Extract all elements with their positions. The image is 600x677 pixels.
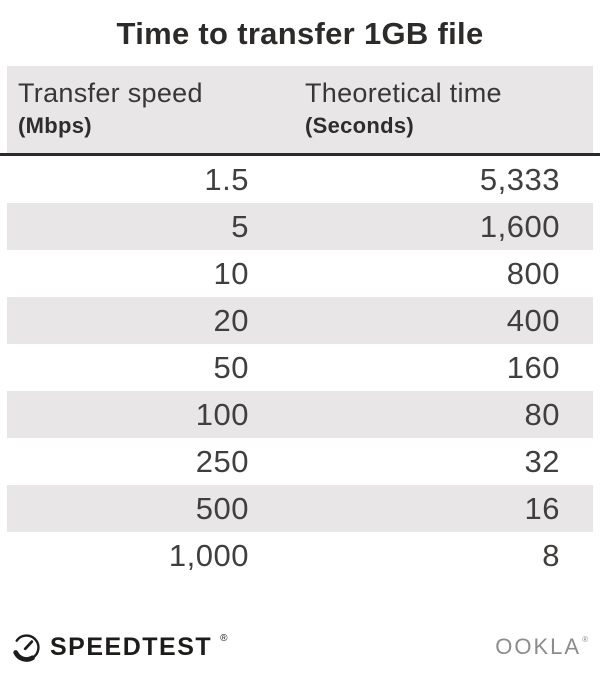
table-row: 1,000 8 [7, 532, 593, 579]
header-divider [0, 153, 600, 156]
time-cell: 400 [506, 302, 560, 338]
page-title: Time to transfer 1GB file [116, 16, 484, 51]
time-cell: 8 [542, 537, 560, 573]
table-row: 250 32 [7, 438, 593, 485]
speed-cell: 250 [195, 443, 249, 479]
table-row: 5 1,600 [7, 203, 593, 250]
table-row: 100 80 [7, 391, 593, 438]
time-cell: 32 [524, 443, 560, 479]
table-row: 20 400 [7, 297, 593, 344]
speed-cell: 500 [195, 490, 249, 526]
speed-cell: 1,000 [168, 537, 249, 573]
time-cell: 160 [506, 349, 560, 385]
speed-cell: 10 [213, 255, 249, 291]
speed-cell: 50 [213, 349, 249, 385]
speed-cell: 1.5 [204, 161, 249, 197]
time-cell: 16 [524, 490, 560, 526]
column-header-transfer-speed: Transfer speed (Mbps) [7, 66, 257, 153]
footer: SPEEDTEST ® OOKLA ® [10, 629, 588, 665]
speed-cell: 5 [231, 208, 249, 244]
time-cell: 1,600 [479, 208, 560, 244]
ookla-wordmark: OOKLA [495, 634, 582, 659]
table-header-row: Transfer speed (Mbps) Theoretical time (… [7, 66, 593, 153]
table-row: 50 160 [7, 344, 593, 391]
table-body: 1.5 5,333 5 1,600 10 800 20 400 50 160 1… [0, 156, 600, 579]
time-cell: 80 [524, 396, 560, 432]
time-cell: 800 [506, 255, 560, 291]
time-cell: 5,333 [479, 161, 560, 197]
ookla-logo: OOKLA ® [495, 634, 588, 660]
speedometer-icon [13, 633, 40, 662]
speedtest-wordmark: SPEEDTEST [50, 632, 213, 661]
table-row: 1.5 5,333 [7, 156, 593, 203]
speedtest-registered-mark: ® [220, 632, 228, 644]
column-unit: (Mbps) [18, 113, 92, 138]
column-label: Transfer speed [18, 78, 203, 108]
column-unit: (Seconds) [305, 113, 415, 138]
table-row: 10 800 [7, 250, 593, 297]
table-row: 500 16 [7, 485, 593, 532]
speedtest-logo: SPEEDTEST ® [10, 631, 228, 664]
speed-cell: 20 [213, 302, 249, 338]
speed-cell: 100 [195, 396, 249, 432]
column-label: Theoretical time [305, 78, 502, 108]
ookla-registered-mark: ® [582, 635, 588, 644]
column-header-theoretical-time: Theoretical time (Seconds) [257, 66, 593, 153]
